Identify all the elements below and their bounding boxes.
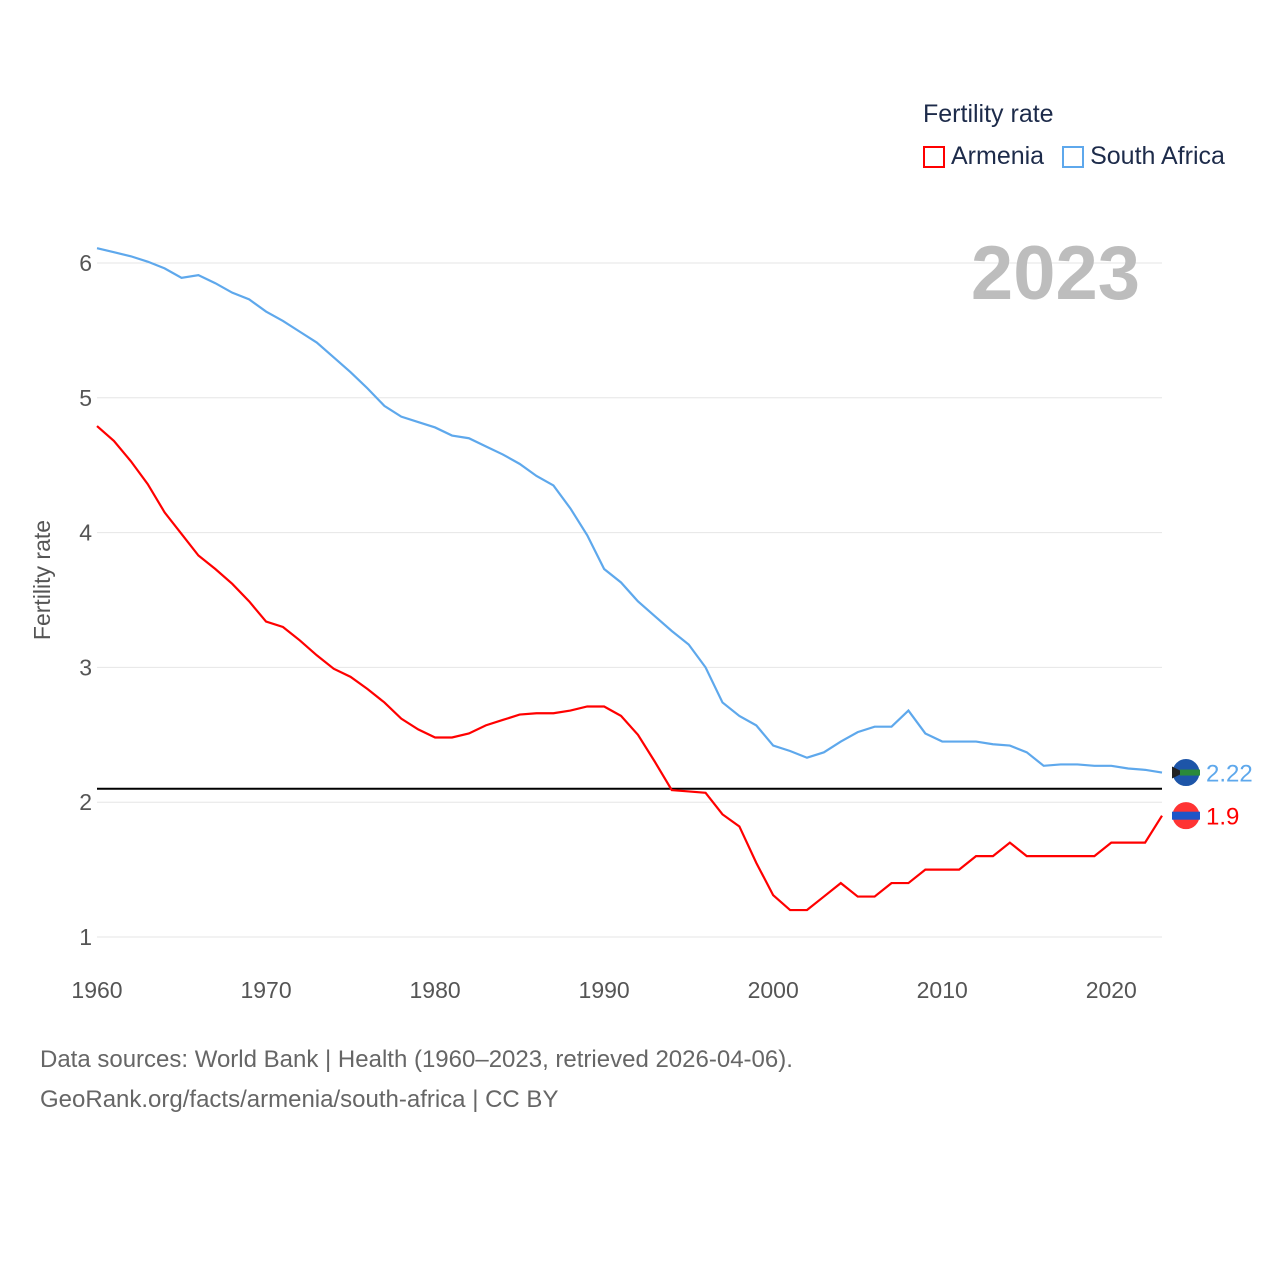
legend-title: Fertility rate: [923, 100, 1054, 128]
y-tick-label: 4: [79, 520, 92, 546]
x-tick-label: 1980: [410, 977, 461, 1003]
armenia-swatch: [923, 145, 945, 168]
y-tick-label: 5: [79, 385, 92, 411]
legend-item-south-africa[interactable]: South Africa: [1062, 142, 1225, 171]
x-tick-label: 1990: [579, 977, 630, 1003]
attribution: GeoRank.org/facts/armenia/south-africa |…: [40, 1086, 559, 1113]
series-line-south-africa: [96, 247, 1163, 774]
x-tick-label: 2020: [1086, 977, 1137, 1003]
end-value-label: 1.9: [1206, 804, 1239, 831]
x-tick-label: 2000: [748, 977, 799, 1003]
flag-stripe: [1180, 769, 1200, 776]
y-tick-label: 2: [79, 789, 92, 815]
end-value-label: 2.22: [1206, 761, 1253, 788]
current-year-label: 2023: [970, 231, 1140, 316]
y-tick-label: 6: [79, 250, 92, 276]
y-tick-label: 3: [79, 654, 92, 680]
y-axis-label: Fertility rate: [29, 520, 55, 640]
data-source: Data sources: World Bank | Health (1960–…: [40, 1046, 793, 1073]
flag-stripe: [1172, 811, 1200, 820]
x-tick-label: 1960: [71, 977, 122, 1003]
x-tick-label: 1970: [240, 977, 291, 1003]
flag-triangle: [1172, 766, 1184, 779]
legend-item-armenia[interactable]: Armenia: [923, 142, 1044, 171]
legend-label: Armenia: [951, 142, 1045, 170]
x-tick-label: 2010: [917, 977, 968, 1003]
y-tick-label: 1: [79, 924, 92, 950]
legend: Armenia South Africa: [923, 142, 1225, 171]
south-africa-swatch: [1062, 145, 1085, 168]
series-line-armenia: [96, 425, 1163, 912]
legend-label: South Africa: [1090, 142, 1225, 170]
